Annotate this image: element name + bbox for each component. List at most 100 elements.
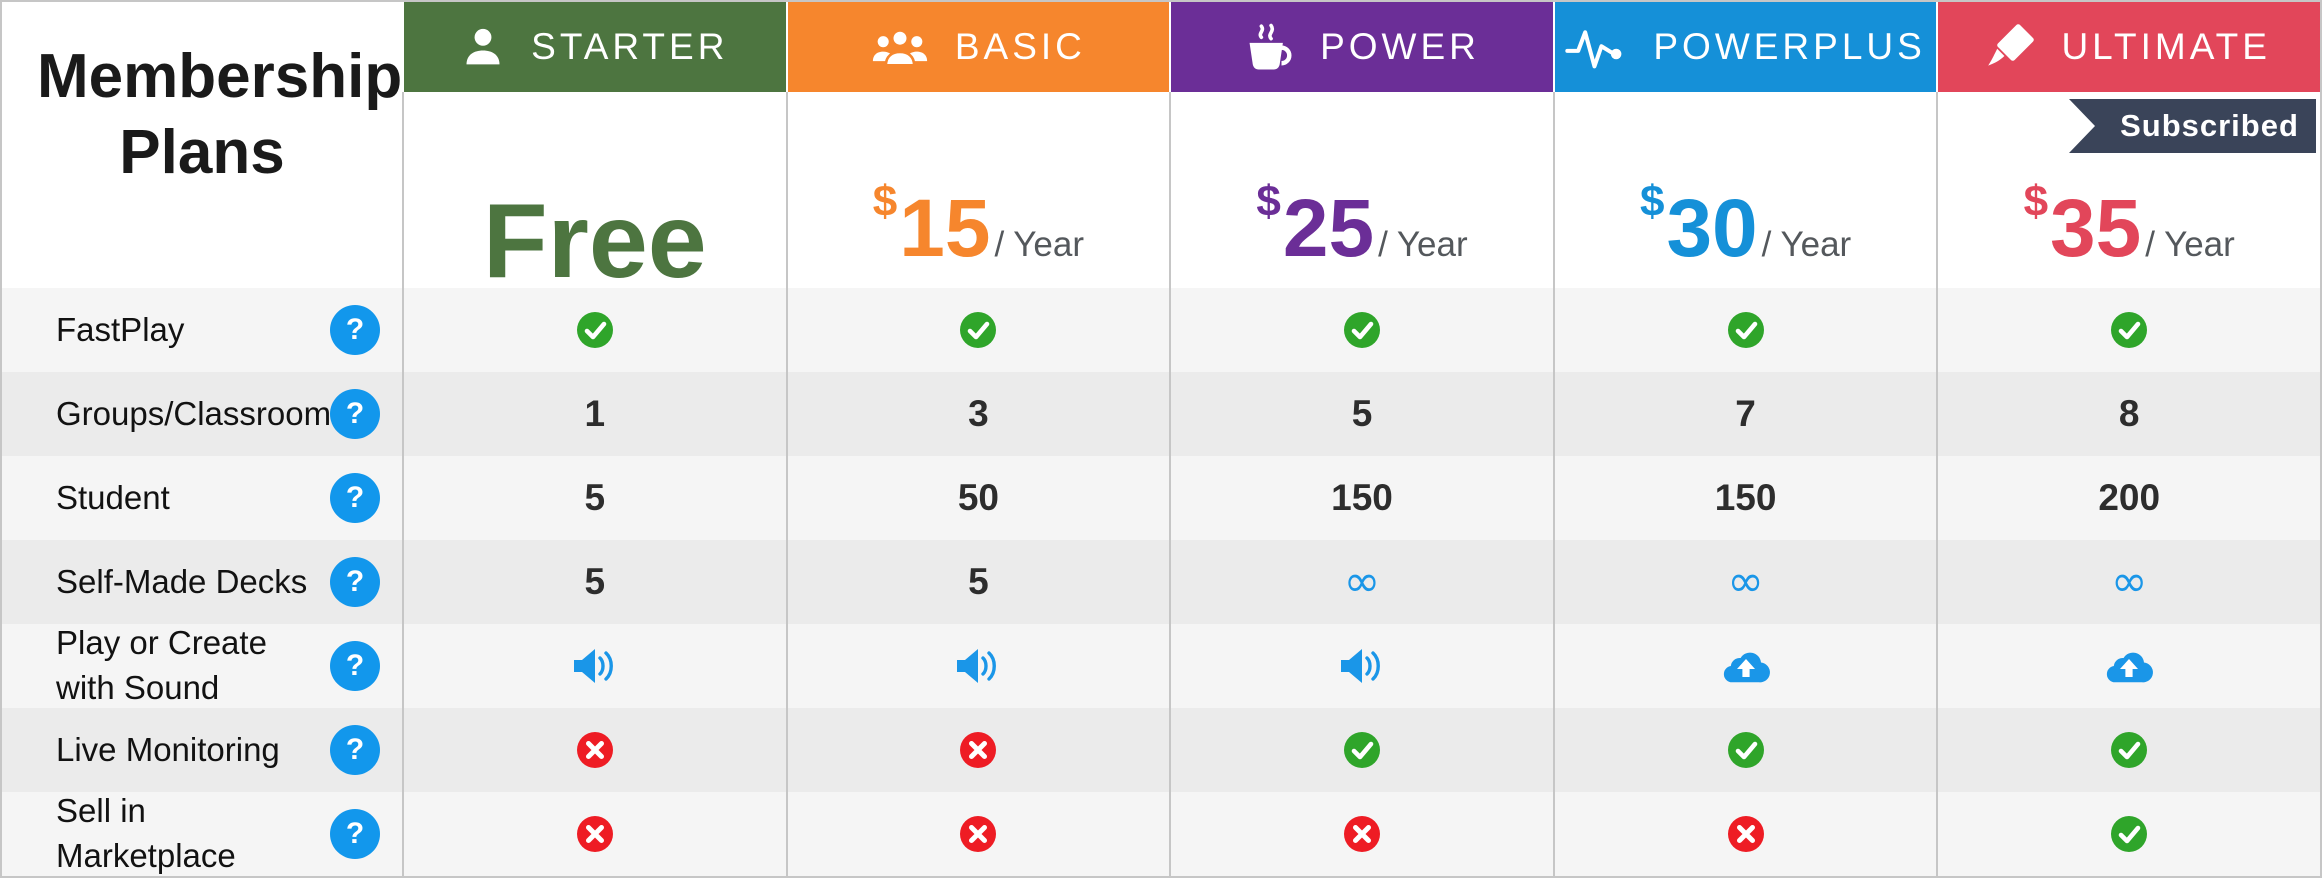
feature-value: 5 <box>584 477 606 518</box>
sound-icon <box>572 647 618 685</box>
infinity-icon: ∞ <box>2110 556 2148 607</box>
plan-name: STARTER <box>531 26 729 67</box>
feature-row-label-cell: Student? <box>2 456 402 540</box>
price-period: / Year <box>994 225 1085 264</box>
help-button[interactable]: ? <box>330 641 380 691</box>
feature-value-cell <box>785 288 1170 372</box>
plan-price-starter: Free <box>402 92 786 294</box>
check-icon <box>1343 312 1380 348</box>
cross-icon <box>1727 816 1764 852</box>
feature-value-cell <box>402 624 786 708</box>
question-mark-icon: ? <box>345 565 365 598</box>
help-button[interactable]: ? <box>330 389 380 439</box>
question-mark-icon: ? <box>345 481 365 514</box>
feature-value: 7 <box>1735 393 1756 434</box>
help-button[interactable]: ? <box>330 473 380 523</box>
plan-price-powerplus: $30/ Year <box>1552 92 1937 288</box>
plan-price-basic: $15/ Year <box>785 92 1170 288</box>
price-amount: 30 <box>1666 183 1758 274</box>
feature-value: 8 <box>2118 393 2140 434</box>
feature-value-cell <box>785 792 1170 876</box>
price-free-label: Free <box>482 182 707 300</box>
feature-value-cell: 8 <box>1936 372 2320 456</box>
check-icon <box>2111 312 2148 348</box>
help-button[interactable]: ? <box>330 809 380 859</box>
plan-price-ultimate: $35/ Year Subscribed <box>1936 92 2320 288</box>
price-currency: $ <box>2023 177 2049 226</box>
feature-value-cell: ∞ <box>1169 540 1553 624</box>
feature-value-cell: ∞ <box>1552 540 1937 624</box>
feature-row-label-cell: Groups/Classrooms? <box>2 372 402 456</box>
feature-value: 1 <box>584 393 606 434</box>
subscribed-badge-label: Subscribed <box>2120 108 2299 143</box>
feature-value: 150 <box>1331 477 1393 518</box>
feature-label: Live Monitoring <box>56 730 280 768</box>
feature-value: 5 <box>1351 393 1373 434</box>
check-icon <box>2111 732 2148 768</box>
help-button[interactable]: ? <box>330 725 380 775</box>
question-mark-icon: ? <box>345 649 365 682</box>
feature-value-cell <box>1936 792 2320 876</box>
feature-value-cell <box>1552 708 1937 792</box>
brush-icon <box>1987 23 2035 71</box>
price-currency: $ <box>1256 177 1281 226</box>
feature-value: 200 <box>2098 477 2161 518</box>
feature-value-cell: 5 <box>1169 372 1553 456</box>
plan-price-power: $25/ Year <box>1169 92 1553 288</box>
feature-value: 5 <box>968 561 989 602</box>
price-currency: $ <box>872 177 898 226</box>
price-amount: 15 <box>899 183 991 274</box>
plan-header-basic: BASIC <box>785 2 1170 92</box>
cross-icon <box>960 816 997 852</box>
feature-value-cell <box>402 792 786 876</box>
feature-row-label-cell: FastPlay? <box>2 288 402 372</box>
feature-value: 5 <box>584 561 606 602</box>
check-icon <box>960 312 997 348</box>
feature-row-label-cell: Sell in Marketplace? <box>2 792 402 876</box>
plan-name: ULTIMATE <box>2061 26 2271 67</box>
feature-value-cell <box>1936 708 2320 792</box>
feature-value-cell: 200 <box>1936 456 2320 540</box>
infinity-icon: ∞ <box>1343 556 1381 607</box>
table-title-cell: Membership Plans <box>2 2 402 288</box>
feature-value-cell <box>1552 288 1937 372</box>
feature-row-label-cell: Self-Made Decks? <box>2 540 402 624</box>
price-period: / Year <box>1761 225 1852 264</box>
plan-header-starter: STARTER <box>402 2 786 92</box>
sound-icon <box>955 647 1001 685</box>
feature-value-cell <box>785 708 1170 792</box>
plan-name: BASIC <box>954 26 1086 67</box>
plan-name: POWER <box>1320 26 1480 67</box>
feature-value-cell <box>1169 624 1553 708</box>
feature-value-cell <box>1936 624 2320 708</box>
feature-value-cell: ∞ <box>1936 540 2320 624</box>
plan-header-ultimate: ULTIMATE <box>1936 2 2320 92</box>
cloud-upload-icon <box>2104 648 2154 684</box>
question-mark-icon: ? <box>345 733 365 766</box>
feature-label: Student <box>56 478 170 516</box>
check-icon <box>1343 732 1380 768</box>
feature-row-label-cell: Play or Create with Sound? <box>2 624 402 708</box>
help-button[interactable]: ? <box>330 305 380 355</box>
feature-label: Sell in Marketplace <box>56 792 236 874</box>
check-icon <box>1727 312 1764 348</box>
feature-value-cell: 150 <box>1552 456 1937 540</box>
price-period: / Year <box>1378 225 1468 264</box>
plan-header-powerplus: POWERPLUS <box>1552 2 1937 92</box>
question-mark-icon: ? <box>345 397 365 430</box>
feature-label: FastPlay <box>56 310 185 348</box>
price-currency: $ <box>1639 177 1665 226</box>
feature-value-cell <box>402 288 786 372</box>
feature-value-cell <box>1169 288 1553 372</box>
price-period: / Year <box>2145 225 2235 264</box>
cross-icon <box>576 732 613 768</box>
check-icon <box>1727 732 1764 768</box>
coffee-icon <box>1244 19 1294 75</box>
user-icon <box>461 24 505 70</box>
feature-value-cell: 150 <box>1169 456 1553 540</box>
cross-icon <box>1343 816 1380 852</box>
feature-value-cell <box>1936 288 2320 372</box>
help-button[interactable]: ? <box>330 557 380 607</box>
feature-value-cell: 7 <box>1552 372 1937 456</box>
